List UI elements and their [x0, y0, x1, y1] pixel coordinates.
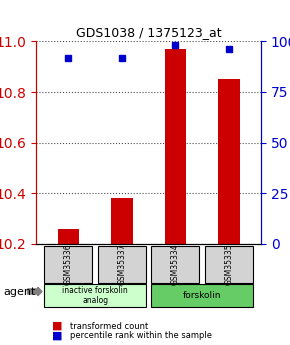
Text: inactive forskolin
analog: inactive forskolin analog: [62, 286, 128, 305]
Text: forskolin: forskolin: [183, 291, 221, 300]
FancyBboxPatch shape: [44, 284, 146, 307]
Bar: [58, 229, 79, 244]
Text: transformed count: transformed count: [70, 322, 148, 331]
FancyBboxPatch shape: [151, 246, 200, 283]
Text: GSM35337: GSM35337: [117, 244, 126, 285]
FancyBboxPatch shape: [98, 246, 146, 283]
Text: ■: ■: [52, 321, 63, 331]
Bar: [165, 49, 186, 244]
FancyBboxPatch shape: [151, 284, 253, 307]
FancyBboxPatch shape: [44, 246, 93, 283]
Text: ■: ■: [52, 331, 63, 340]
FancyBboxPatch shape: [205, 246, 253, 283]
Text: GSM35335: GSM35335: [224, 244, 233, 285]
Text: GSM35336: GSM35336: [64, 244, 73, 285]
Text: agent: agent: [3, 287, 35, 296]
Text: GSM35334: GSM35334: [171, 244, 180, 285]
Bar: [218, 79, 240, 244]
Title: GDS1038 / 1375123_at: GDS1038 / 1375123_at: [76, 26, 222, 39]
Text: percentile rank within the sample: percentile rank within the sample: [70, 331, 212, 340]
Bar: [111, 198, 133, 244]
